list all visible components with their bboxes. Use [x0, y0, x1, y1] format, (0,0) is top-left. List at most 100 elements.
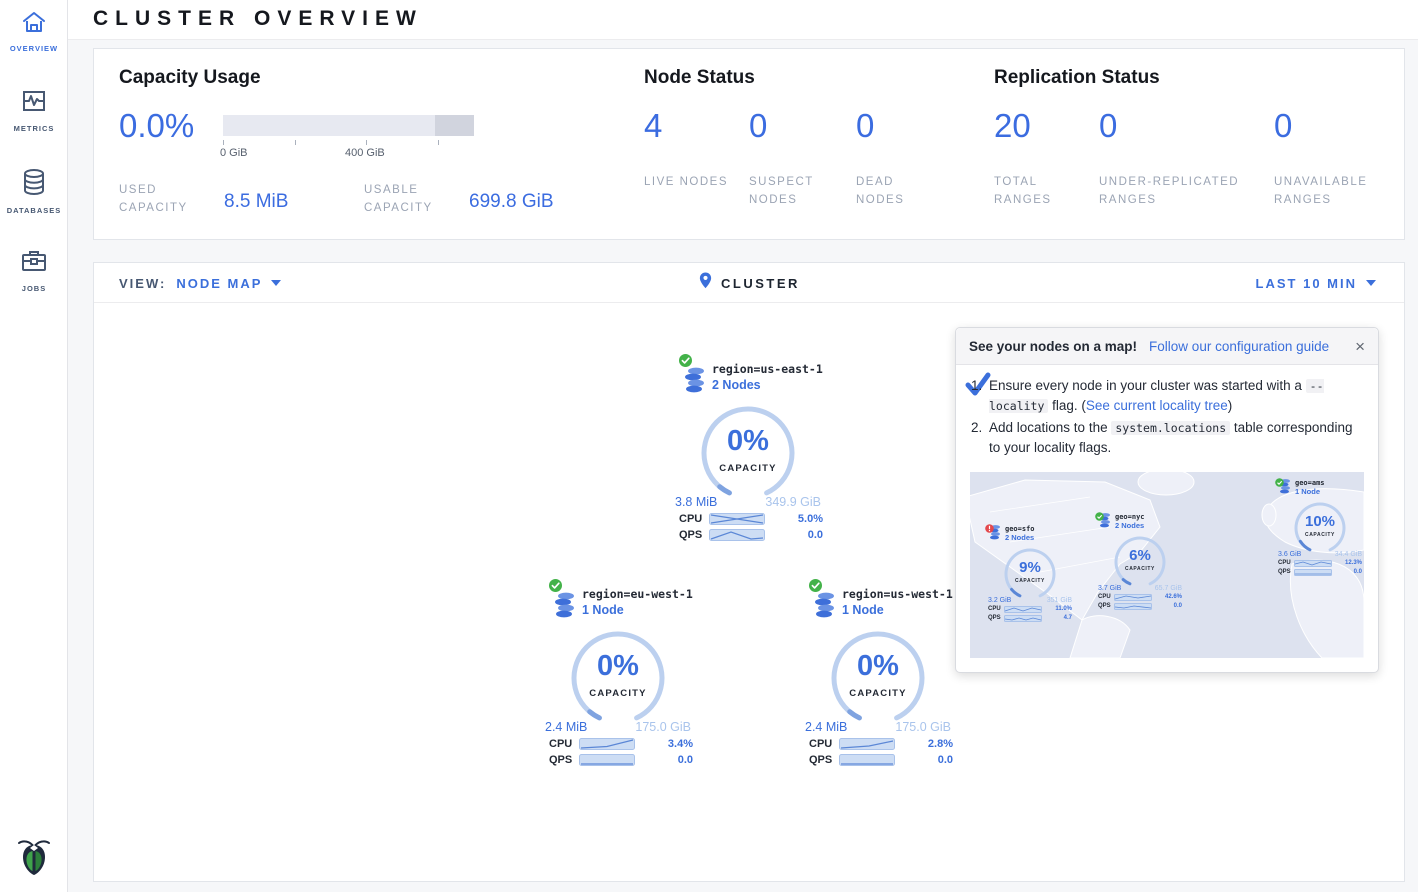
- stat-value: 8.5 MiB: [224, 191, 289, 212]
- sidebar: OVERVIEW METRICS DATABASES JOBS: [0, 0, 68, 892]
- used-capacity: 2.4 MiB: [545, 720, 588, 734]
- qps-value: 4.7: [1063, 615, 1072, 622]
- qps-label: QPS: [679, 529, 703, 541]
- capacity-bar-chart: 0 GiB 400 GiB: [220, 115, 474, 159]
- mini-gauge-caption: CAPACITY: [1015, 577, 1045, 584]
- mini-capacity-values: 3.7 GiB 65.7 GiB: [1098, 585, 1182, 592]
- home-icon: [21, 12, 47, 38]
- mini-node-header: geo=sfo 2 Nodes: [985, 524, 1082, 546]
- step-number: 1.: [971, 378, 983, 393]
- cpu-row: CPU 3.4%: [543, 738, 693, 750]
- stat-value: 0: [1274, 107, 1293, 144]
- close-icon[interactable]: ×: [1355, 336, 1365, 356]
- stat-label: DEAD NODES: [856, 176, 905, 206]
- stat-value: 699.8 GiB: [469, 191, 554, 212]
- locality-nodes-link[interactable]: 2 Nodes: [712, 378, 761, 392]
- qps-sparkline: [1004, 614, 1042, 622]
- mini-node-name: geo=nyc: [1115, 512, 1145, 521]
- qps-label: QPS: [809, 754, 833, 766]
- locality-nodes-link[interactable]: 1 Node: [842, 603, 884, 617]
- step-text: table corresponding to your locality fla…: [989, 419, 1353, 455]
- jobs-icon: [20, 251, 48, 278]
- step-text: ): [1227, 397, 1233, 413]
- node-status-title: Node Status: [644, 67, 755, 88]
- sidebar-item-databases[interactable]: DATABASES: [0, 168, 68, 215]
- total-capacity: 175.0 GiB: [635, 720, 691, 734]
- setup-step-2: 2. Add locations to the system.locations …: [971, 418, 1363, 458]
- cockroachdb-logo[interactable]: [0, 837, 68, 882]
- locality-header: region=eu-west-1 1 Node: [548, 578, 706, 626]
- sidebar-item-jobs[interactable]: JOBS: [0, 248, 68, 293]
- node-stack-icon: [682, 366, 708, 401]
- mini-gauge-percent: 6%: [1129, 546, 1151, 564]
- cpu-value: 5.0%: [797, 513, 823, 525]
- stat-label: UNDER-REPLICATED RANGES: [1099, 176, 1240, 206]
- axis-tick: [223, 140, 224, 145]
- mini-node-name: geo=sfo: [1005, 524, 1035, 533]
- capacity-bar: [223, 115, 474, 136]
- qps-sparkline: [839, 754, 895, 766]
- capacity-values: 2.4 MiB 175.0 GiB: [545, 720, 691, 734]
- stat-label: SUSPECT NODES: [749, 176, 814, 206]
- cpu-value: 3.4%: [667, 738, 693, 750]
- mini-qps-row: QPS 4.7: [988, 614, 1072, 622]
- healthy-check-badge-icon: [808, 578, 823, 598]
- mini-capacity-gauge: 6% CAPACITY: [1111, 536, 1169, 588]
- sidebar-item-label: JOBS: [21, 284, 47, 293]
- view-dropdown[interactable]: VIEW: NODE MAP: [119, 263, 282, 303]
- sidebar-item-label: OVERVIEW: [9, 44, 59, 53]
- qps-value: 0.0: [1353, 569, 1362, 576]
- time-range-dropdown[interactable]: LAST 10 MIN: [1256, 263, 1376, 303]
- total-capacity: 349.9 GiB: [765, 495, 821, 509]
- mini-node-header: geo=nyc 2 Nodes: [1095, 512, 1192, 534]
- databases-icon: [21, 169, 47, 200]
- mini-qps-row: QPS 0.0: [1278, 568, 1362, 576]
- mini-qps-row: QPS 0.0: [1098, 602, 1182, 610]
- stat-value: 4: [644, 107, 663, 144]
- qps-row: QPS 0.0: [673, 529, 823, 541]
- locality-nodes-link[interactable]: 1 Node: [582, 603, 624, 617]
- locality-name: region=us-east-1: [712, 362, 823, 376]
- sidebar-item-overview[interactable]: OVERVIEW: [0, 10, 68, 53]
- mini-capacity-gauge: 9% CAPACITY: [1001, 548, 1059, 600]
- view-header: VIEW: NODE MAP CLUSTER LAST 10 MIN: [94, 263, 1404, 303]
- main-content: CLUSTER OVERVIEW Capacity Usage 0.0% 0 G…: [68, 0, 1418, 892]
- capacity-gauge: 0% CAPACITY: [696, 405, 800, 499]
- total-capacity: 65.7 GiB: [1154, 584, 1182, 592]
- locality-name: region=eu-west-1: [582, 587, 693, 601]
- locality-tree-link[interactable]: See current locality tree: [1085, 397, 1228, 413]
- mini-cpu-row: CPU 12.3%: [1278, 559, 1362, 567]
- cpu-value: 2.8%: [927, 738, 953, 750]
- axis-tick: [366, 140, 367, 145]
- total-capacity: 175.0 GiB: [895, 720, 951, 734]
- gauge-arc: [701, 406, 795, 496]
- sidebar-item-metrics[interactable]: METRICS: [0, 88, 68, 133]
- locality-name: region=us-west-1: [842, 587, 953, 601]
- configuration-guide-link[interactable]: Follow our configuration guide: [1149, 338, 1330, 354]
- capacity-gauge: 0% CAPACITY: [566, 630, 670, 724]
- mini-gauge-caption: CAPACITY: [1125, 565, 1155, 572]
- breadcrumb-label: CLUSTER: [721, 275, 800, 291]
- locality-card-eu-west-1: region=eu-west-1 1 Node 0% CAPACITY 2: [530, 578, 706, 766]
- qps-value: 0.0: [937, 754, 953, 766]
- node-map-setup-popup: See your nodes on a map! Follow our conf…: [955, 327, 1379, 673]
- stat-label: USABLE CAPACITY: [364, 184, 433, 214]
- replication-status-title: Replication Status: [994, 67, 1160, 88]
- capacity-values: 2.4 MiB 175.0 GiB: [805, 720, 951, 734]
- title-bar: CLUSTER OVERVIEW: [68, 0, 1418, 40]
- mini-gauge-percent: 9%: [1019, 558, 1041, 576]
- stat-value: 0: [1099, 107, 1118, 144]
- example-map-thumbnail: geo=sfo 2 Nodes 9% CAPACITY 3.2 GiB: [970, 471, 1364, 658]
- cpu-sparkline: [1114, 593, 1152, 601]
- cpu-label: CPU: [549, 738, 573, 750]
- qps-value: 0.0: [1173, 603, 1182, 610]
- cpu-label: CPU: [1278, 560, 1291, 567]
- cpu-label: CPU: [988, 606, 1001, 613]
- used-capacity: 3.8 MiB: [675, 495, 718, 509]
- gauge-arc: [571, 631, 665, 721]
- total-capacity: 34.4 GiB: [1334, 550, 1362, 558]
- mini-capacity-gauge: 10% CAPACITY: [1291, 502, 1349, 554]
- mini-node-count: 1 Node: [1295, 486, 1321, 496]
- healthy-check-badge-icon: [1095, 508, 1104, 526]
- healthy-check-badge-icon: [678, 353, 693, 373]
